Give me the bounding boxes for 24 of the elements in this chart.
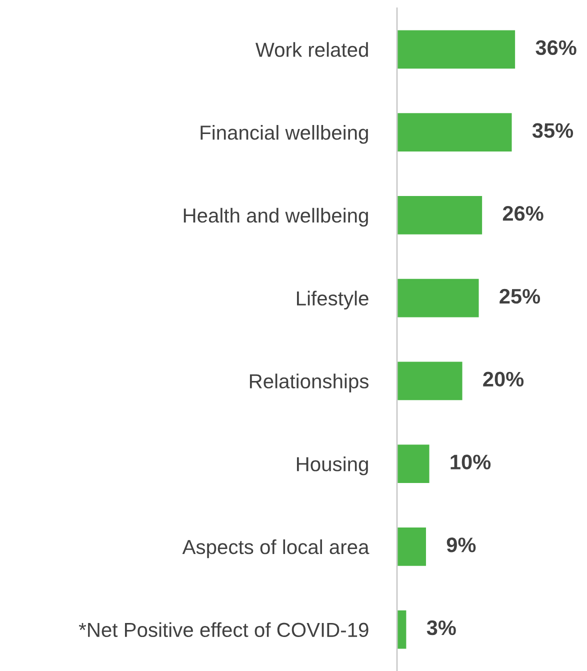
bar	[397, 28, 516, 70]
y-tick-label: Financial wellbeing	[200, 125, 368, 144]
y-tick-label: Work related	[256, 42, 368, 57]
bar	[397, 526, 428, 568]
y-tick-label: Relationships	[250, 374, 368, 392]
data-label: 35%	[532, 123, 574, 138]
bar	[397, 608, 408, 650]
data-label: 25%	[500, 288, 540, 304]
bar	[397, 194, 484, 236]
data-label: 26%	[502, 206, 544, 221]
data-label: 10%	[450, 454, 491, 470]
y-tick-label: Housing	[296, 456, 368, 476]
bar	[397, 112, 514, 153]
data-label: 36%	[536, 40, 576, 56]
bar	[397, 443, 431, 484]
y-tick-label: Aspects of local area	[182, 539, 370, 558]
data-label: 9%	[446, 538, 476, 552]
data-label: 3%	[426, 620, 456, 636]
data-label: 20%	[483, 372, 524, 387]
bar	[397, 360, 464, 402]
y-tick-label: Lifestyle	[297, 290, 368, 310]
bar	[397, 277, 480, 319]
y-tick-label: Health and wellbeing	[184, 208, 368, 227]
y-tick-label: *Net Positive effect of COVID-19	[78, 622, 368, 638]
